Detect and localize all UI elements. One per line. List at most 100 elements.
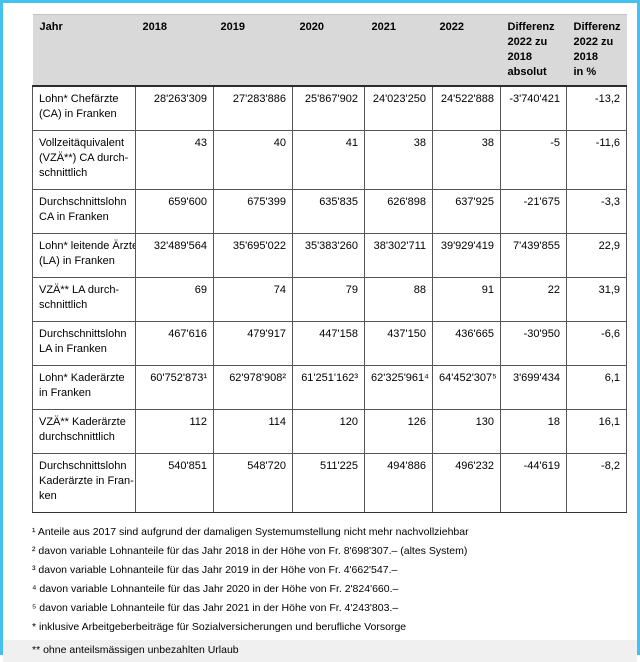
cell-value: 447'158 bbox=[292, 321, 365, 366]
cell-value: 540'851 bbox=[135, 453, 214, 513]
cell-value: 38 bbox=[432, 130, 501, 190]
cell-value: -6,6 bbox=[566, 321, 627, 366]
document-page: Jahr 2018 2019 2020 2021 2022 Differenz … bbox=[3, 14, 637, 662]
cell-value: 24'522'888 bbox=[432, 85, 501, 131]
footnote-double-asterisk: ** ohne anteilsmässigen unbezahlten Urla… bbox=[32, 644, 239, 656]
cell-value: 6,1 bbox=[566, 365, 627, 410]
cell-value: -8,2 bbox=[566, 453, 627, 513]
cell-value: 32'489'564 bbox=[135, 233, 214, 278]
cell-value: 22 bbox=[500, 277, 567, 322]
cell-value: 61'251'162³ bbox=[292, 365, 365, 410]
header-cell-diff-percent: Differenz 2022 zu 2018 in % bbox=[566, 14, 627, 87]
footnote-2: ² davon variable Lohnanteile für das Jah… bbox=[32, 545, 468, 557]
cell-value: 112 bbox=[135, 409, 214, 454]
cell-value: 38 bbox=[364, 130, 433, 190]
table-row-lohn-leitende-aerzte: Lohn* leitende Ärzte (LA) in Franken 32'… bbox=[32, 233, 627, 278]
header-cell-jahr: Jahr bbox=[32, 14, 136, 87]
footnote-1: ¹ Anteile aus 2017 sind aufgrund der dam… bbox=[32, 526, 469, 538]
cell-value: 659'600 bbox=[135, 189, 214, 234]
row-label: Lohn* leitende Ärzte (LA) in Franken bbox=[32, 233, 136, 278]
table-row-vzae-ca: Vollzeitäquivalent (VZÄ**) CA durch- sch… bbox=[32, 130, 627, 190]
cell-value: 467'616 bbox=[135, 321, 214, 366]
cell-value: 3'699'434 bbox=[500, 365, 567, 410]
table-row-durchschnittslohn-kaderaerzte: Durchschnittslohn Kaderärzte in Fran- ke… bbox=[32, 453, 627, 513]
cell-value: 28'263'309 bbox=[135, 85, 214, 131]
table-row-vzae-la: VZÄ** LA durch- schnittlich 69 74 79 88 … bbox=[32, 277, 627, 322]
header-cell-year-2018: 2018 bbox=[135, 14, 214, 87]
cell-value: 114 bbox=[213, 409, 293, 454]
cell-value: 479'917 bbox=[213, 321, 293, 366]
cell-value: 62'978'908² bbox=[213, 365, 293, 410]
cell-value: 91 bbox=[432, 277, 501, 322]
row-label: VZÄ** LA durch- schnittlich bbox=[32, 277, 136, 322]
cell-value: 79 bbox=[292, 277, 365, 322]
cell-value: 626'898 bbox=[364, 189, 433, 234]
cell-value: -3'740'421 bbox=[500, 85, 567, 131]
cell-value: 74 bbox=[213, 277, 293, 322]
row-label: Lohn* Kaderärzte in Franken bbox=[32, 365, 136, 410]
header-cell-year-2019: 2019 bbox=[213, 14, 293, 87]
header-cell-year-2020: 2020 bbox=[292, 14, 365, 87]
cell-value: 437'150 bbox=[364, 321, 433, 366]
footnotes-section: ¹ Anteile aus 2017 sind aufgrund der dam… bbox=[3, 526, 637, 662]
row-label: VZÄ** Kaderärzte durchschnittlich bbox=[32, 409, 136, 454]
cell-value: 16,1 bbox=[566, 409, 627, 454]
cell-value: 130 bbox=[432, 409, 501, 454]
table-row-lohn-kaderaerzte: Lohn* Kaderärzte in Franken 60'752'873¹ … bbox=[32, 365, 627, 410]
table-row-lohn-chefaerzte: Lohn* Chefärzte (CA) in Franken 28'263'3… bbox=[32, 85, 627, 131]
cell-value: 27'283'886 bbox=[213, 85, 293, 131]
table-row-vzae-kaderaerzte: VZÄ** Kaderärzte durchschnittlich 112 11… bbox=[32, 409, 627, 454]
footnote-4: ⁴ davon variable Lohnanteile für das Jah… bbox=[32, 583, 399, 595]
cell-value: -11,6 bbox=[566, 130, 627, 190]
cell-value: 41 bbox=[292, 130, 365, 190]
cell-value: 637'925 bbox=[432, 189, 501, 234]
cell-value: 548'720 bbox=[213, 453, 293, 513]
cell-value: 120 bbox=[292, 409, 365, 454]
row-label: Durchschnittslohn Kaderärzte in Fran- ke… bbox=[32, 453, 136, 513]
cell-value: -13,2 bbox=[566, 85, 627, 131]
row-label: Durchschnittslohn CA in Franken bbox=[32, 189, 136, 234]
cell-value: 18 bbox=[500, 409, 567, 454]
cell-value: 675'399 bbox=[213, 189, 293, 234]
cell-value: 635'835 bbox=[292, 189, 365, 234]
cell-value: 88 bbox=[364, 277, 433, 322]
cell-value: 60'752'873¹ bbox=[135, 365, 214, 410]
cell-value: 35'695'022 bbox=[213, 233, 293, 278]
cell-value: 436'665 bbox=[432, 321, 501, 366]
cell-value: 69 bbox=[135, 277, 214, 322]
footnote-asterisk: * inklusive Arbeitgeberbeiträge für Sozi… bbox=[32, 621, 407, 633]
cell-value: 35'383'260 bbox=[292, 233, 365, 278]
cell-value: -3,3 bbox=[566, 189, 627, 234]
footnote-5: ⁵ davon variable Lohnanteile für das Jah… bbox=[32, 602, 399, 614]
row-label: Durchschnittslohn LA in Franken bbox=[32, 321, 136, 366]
table-header-row: Jahr 2018 2019 2020 2021 2022 Differenz … bbox=[32, 14, 627, 87]
cell-value: -44'619 bbox=[500, 453, 567, 513]
cell-value: 496'232 bbox=[432, 453, 501, 513]
cell-value: 22,9 bbox=[566, 233, 627, 278]
cell-value: 494'886 bbox=[364, 453, 433, 513]
row-label: Vollzeitäquivalent (VZÄ**) CA durch- sch… bbox=[32, 130, 136, 190]
cell-value: 126 bbox=[364, 409, 433, 454]
cell-value: 7'439'855 bbox=[500, 233, 567, 278]
cell-value: 25'867'902 bbox=[292, 85, 365, 131]
table-row-durchschnittslohn-ca: Durchschnittslohn CA in Franken 659'600 … bbox=[32, 189, 627, 234]
cell-value: -21'675 bbox=[500, 189, 567, 234]
cell-value: 43 bbox=[135, 130, 214, 190]
cell-value: -5 bbox=[500, 130, 567, 190]
table-row-durchschnittslohn-la: Durchschnittslohn LA in Franken 467'616 … bbox=[32, 321, 627, 366]
cell-value: -30'950 bbox=[500, 321, 567, 366]
cell-value: 40 bbox=[213, 130, 293, 190]
header-cell-diff-absolut: Differenz 2022 zu 2018 absolut bbox=[500, 14, 567, 87]
cell-value: 24'023'250 bbox=[364, 85, 433, 131]
header-cell-year-2021: 2021 bbox=[364, 14, 433, 87]
cell-value: 511'225 bbox=[292, 453, 365, 513]
cell-value: 31,9 bbox=[566, 277, 627, 322]
header-cell-year-2022: 2022 bbox=[432, 14, 501, 87]
cell-value: 62'325'961⁴ bbox=[364, 365, 433, 410]
row-label: Lohn* Chefärzte (CA) in Franken bbox=[32, 85, 136, 131]
cell-value: 38'302'711 bbox=[364, 233, 433, 278]
footnote-3: ³ davon variable Lohnanteile für das Jah… bbox=[32, 564, 398, 576]
cell-value: 39'929'419 bbox=[432, 233, 501, 278]
salary-table: Jahr 2018 2019 2020 2021 2022 Differenz … bbox=[32, 14, 627, 513]
cell-value: 64'452'307⁵ bbox=[432, 365, 501, 410]
